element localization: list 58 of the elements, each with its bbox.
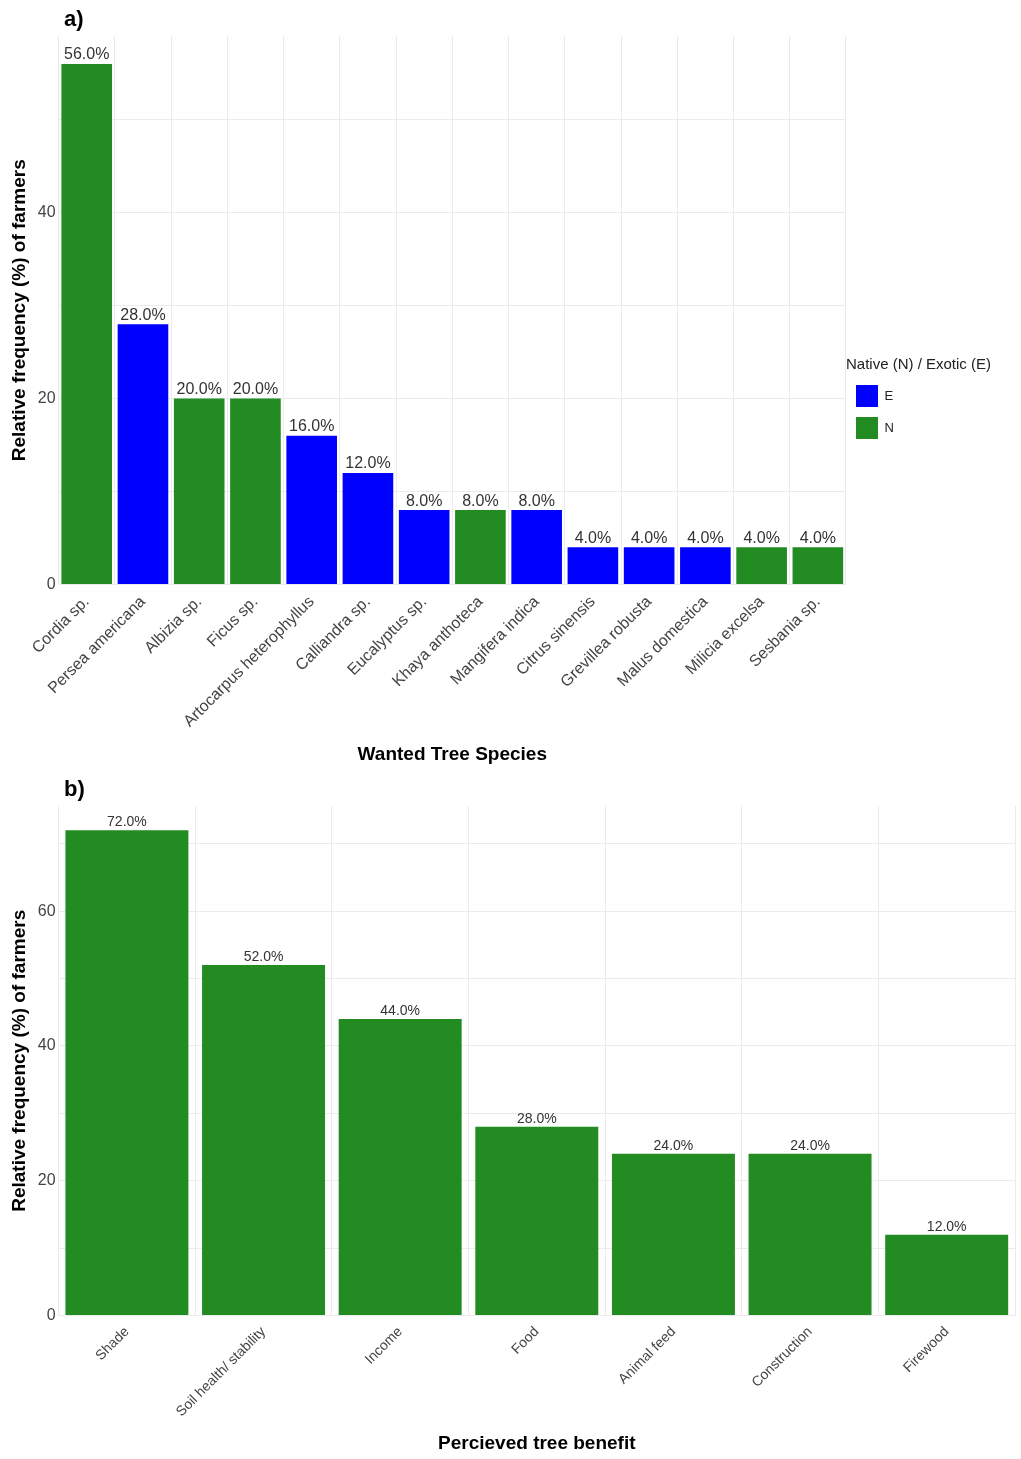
data-label: 16.0% xyxy=(289,417,335,435)
bar xyxy=(748,1153,872,1316)
data-label: 8.0% xyxy=(518,491,555,509)
bar xyxy=(117,324,169,584)
bar xyxy=(338,1019,462,1316)
y-tick-label: 40 xyxy=(37,1036,56,1054)
bar xyxy=(173,398,225,584)
legend-label: E xyxy=(884,387,894,403)
y-tick-label: 0 xyxy=(46,1305,56,1323)
bar xyxy=(475,1126,599,1316)
x-axis-title: Percieved tree benefit xyxy=(438,1431,637,1453)
bar xyxy=(286,435,337,584)
bar xyxy=(230,398,281,584)
legend-label: N xyxy=(884,419,894,435)
data-label: 20.0% xyxy=(232,379,279,397)
data-label: 4.0% xyxy=(799,528,837,546)
data-label: 24.0% xyxy=(790,1136,830,1153)
bar xyxy=(65,830,189,1316)
data-label: 28.0% xyxy=(516,1109,557,1126)
bar xyxy=(455,510,506,584)
data-label: 4.0% xyxy=(574,528,612,546)
data-label: 4.0% xyxy=(630,528,668,546)
x-axis-title: Wanted Tree Species xyxy=(357,742,547,764)
y-tick-label: 0 xyxy=(46,574,56,592)
legend-title: Native (N) / Exotic (E) xyxy=(845,354,992,372)
bar xyxy=(398,510,450,584)
data-label: 28.0% xyxy=(120,305,166,323)
bar xyxy=(623,547,675,584)
bar xyxy=(680,547,731,584)
y-tick-label: 20 xyxy=(37,388,56,406)
data-label: 12.0% xyxy=(345,454,391,472)
data-label: 52.0% xyxy=(243,947,284,964)
bar xyxy=(885,1234,1009,1316)
data-label: 44.0% xyxy=(380,1001,421,1018)
bar xyxy=(611,1153,735,1316)
y-axis-title: Relative frequency (%) of farmers xyxy=(7,159,29,462)
y-tick-label: 40 xyxy=(37,203,56,221)
data-label: 20.0% xyxy=(176,379,222,397)
y-tick-label: 60 xyxy=(37,901,56,919)
bar xyxy=(567,547,619,584)
data-label: 4.0% xyxy=(687,528,724,546)
bar xyxy=(511,510,562,584)
bar xyxy=(342,472,394,584)
bar xyxy=(792,547,844,584)
data-label: 72.0% xyxy=(107,813,147,830)
data-label: 12.0% xyxy=(926,1217,967,1234)
chart-title: b) xyxy=(64,776,85,802)
bar xyxy=(736,547,787,584)
data-label: 24.0% xyxy=(653,1136,694,1153)
data-label: 8.0% xyxy=(405,491,443,509)
bar xyxy=(61,63,113,584)
data-label: 4.0% xyxy=(743,528,780,546)
y-axis-title: Relative frequency (%) of farmers xyxy=(7,909,29,1212)
bar xyxy=(202,965,326,1316)
data-label: 8.0% xyxy=(462,491,499,509)
data-label: 56.0% xyxy=(64,45,110,63)
y-tick-label: 20 xyxy=(37,1171,56,1189)
chart-title: a) xyxy=(64,6,84,32)
